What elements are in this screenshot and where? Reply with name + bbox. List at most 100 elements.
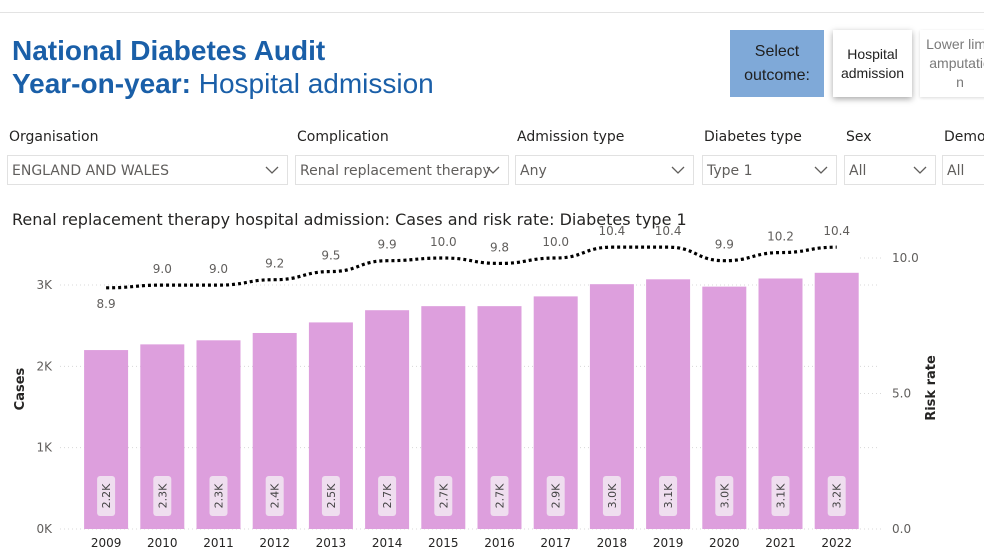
x-tick-label: 2009 (91, 536, 122, 550)
x-tick-label: 2014 (372, 536, 403, 550)
chart-title: Renal replacement therapy hospital admis… (12, 210, 687, 229)
x-tick-label: 2015 (428, 536, 459, 550)
bar-data-label: 2.3K (156, 483, 169, 508)
filter-sex-label: Sex (846, 129, 872, 145)
bar-label-bg (265, 476, 284, 516)
filter-sex-dropdown[interactable]: All (844, 155, 936, 185)
chevron-down-icon (486, 166, 500, 174)
bar-label-bg (659, 476, 678, 516)
outcome-hospital-admission-label: Hospital admission (840, 45, 905, 81)
bar-data-label: 3.0K (718, 483, 731, 508)
outcome-lower-limb-amputation-label: Lower limb amputation (926, 36, 984, 90)
x-tick-label: 2022 (821, 536, 852, 550)
bar-label-bg (209, 476, 228, 516)
x-tick-label: 2012 (259, 536, 290, 550)
bar-label-bg (321, 476, 340, 516)
select-outcome-text: Select outcome: (744, 42, 810, 84)
line-data-label: 10.0 (542, 235, 569, 249)
bar-data-label: 2.5K (325, 483, 338, 508)
line-data-label: 10.4 (655, 224, 682, 238)
line-data-label: 9.0 (153, 262, 172, 276)
bar-label-bg (97, 476, 116, 516)
bar-label-bg (153, 476, 172, 516)
x-tick-label: 2021 (765, 536, 796, 550)
y-axis-title: Cases (13, 367, 28, 410)
filter-demo-value: All (947, 163, 965, 179)
line-data-label: 8.9 (97, 297, 116, 311)
bar-label-bg (378, 476, 397, 516)
filter-admission-type-value: Any (520, 163, 547, 179)
bar-data-label: 2.7K (437, 483, 450, 508)
bar-data-label: 3.1K (775, 483, 788, 508)
filter-admission-type-label: Admission type (517, 129, 625, 145)
bar-data-label: 3.2K (831, 483, 844, 508)
line-data-label: 9.2 (265, 257, 284, 271)
filter-admission-type-dropdown[interactable]: Any (515, 155, 694, 185)
chevron-down-icon (814, 166, 828, 174)
line-data-label: 9.9 (715, 238, 734, 252)
filter-organisation-value: ENGLAND AND WALES (12, 163, 170, 179)
select-outcome-label: Select outcome: (730, 30, 824, 97)
line-data-label: 10.0 (430, 235, 457, 249)
y2-tick-label: 0.0 (892, 522, 911, 536)
bar-data-label: 2.2K (100, 483, 113, 508)
filter-demo-dropdown[interactable]: All (942, 155, 984, 185)
filter-diabetes-type-dropdown[interactable]: Type 1 (702, 155, 837, 185)
bar-label-bg (546, 476, 565, 516)
y2-tick-label: 10.0 (892, 251, 919, 265)
y2-axis-title: Risk rate (924, 355, 939, 421)
filter-complication-value: Renal replacement therapy (300, 163, 491, 179)
filter-complication-dropdown[interactable]: Renal replacement therapy (295, 155, 509, 185)
bar-data-label: 2.3K (213, 483, 226, 508)
y-tick-label: 1K (36, 441, 53, 455)
line-data-label: 10.2 (767, 230, 794, 244)
bar-label-bg (771, 476, 790, 516)
filter-diabetes-type-label: Diabetes type (704, 129, 802, 145)
top-divider (0, 12, 984, 13)
line-data-label: 9.8 (490, 240, 509, 254)
x-tick-label: 2018 (597, 536, 628, 550)
filter-demo-label: Demo (944, 129, 984, 145)
y-tick-label: 3K (36, 278, 53, 292)
filter-diabetes-type-value: Type 1 (707, 163, 753, 179)
line-data-label: 10.4 (823, 224, 850, 238)
y-tick-label: 2K (36, 359, 53, 373)
chevron-down-icon (913, 166, 927, 174)
outcome-lower-limb-amputation-button[interactable]: Lower limb amputation (920, 30, 984, 97)
x-tick-label: 2017 (540, 536, 571, 550)
filter-organisation-label: Organisation (9, 129, 99, 145)
x-tick-label: 2020 (709, 536, 740, 550)
bar-label-bg (827, 476, 846, 516)
title-line2-bold: Year-on-year: (12, 68, 191, 99)
line-data-label: 9.5 (321, 249, 340, 263)
bar-data-label: 2.4K (269, 483, 282, 508)
x-tick-label: 2010 (147, 536, 178, 550)
chevron-down-icon (265, 166, 279, 174)
bar-data-label: 3.0K (606, 483, 619, 508)
x-tick-label: 2013 (316, 536, 347, 550)
x-tick-label: 2011 (203, 536, 234, 550)
bar-label-bg (434, 476, 453, 516)
filter-sex-value: All (849, 163, 867, 179)
bar-data-label: 2.7K (494, 483, 507, 508)
chevron-down-icon (671, 166, 685, 174)
bar-label-bg (715, 476, 734, 516)
bar-data-label: 2.9K (550, 483, 563, 508)
page-title: National Diabetes Audit Year-on-year: Ho… (12, 34, 434, 100)
filter-organisation-dropdown[interactable]: ENGLAND AND WALES (7, 155, 288, 185)
x-tick-label: 2019 (653, 536, 684, 550)
line-data-label: 10.4 (599, 224, 626, 238)
filter-complication-label: Complication (297, 129, 389, 145)
line-data-label: 9.9 (378, 238, 397, 252)
line-data-label: 9.0 (209, 262, 228, 276)
x-tick-label: 2016 (484, 536, 515, 550)
bar-data-label: 2.7K (381, 483, 394, 508)
title-line1: National Diabetes Audit (12, 35, 326, 66)
bar-label-bg (602, 476, 621, 516)
outcome-hospital-admission-button[interactable]: Hospital admission (833, 30, 912, 97)
bar-label-bg (490, 476, 509, 516)
bar-data-label: 3.1K (662, 483, 675, 508)
y-tick-label: 0K (36, 522, 53, 536)
title-line2-rest: Hospital admission (198, 68, 434, 99)
